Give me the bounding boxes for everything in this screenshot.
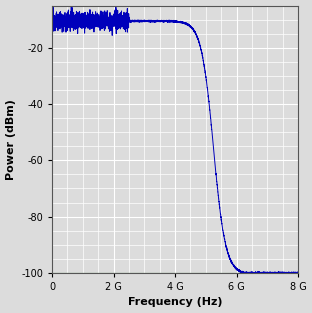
X-axis label: Frequency (Hz): Frequency (Hz)	[128, 297, 222, 307]
Y-axis label: Power (dBm): Power (dBm)	[6, 99, 16, 180]
